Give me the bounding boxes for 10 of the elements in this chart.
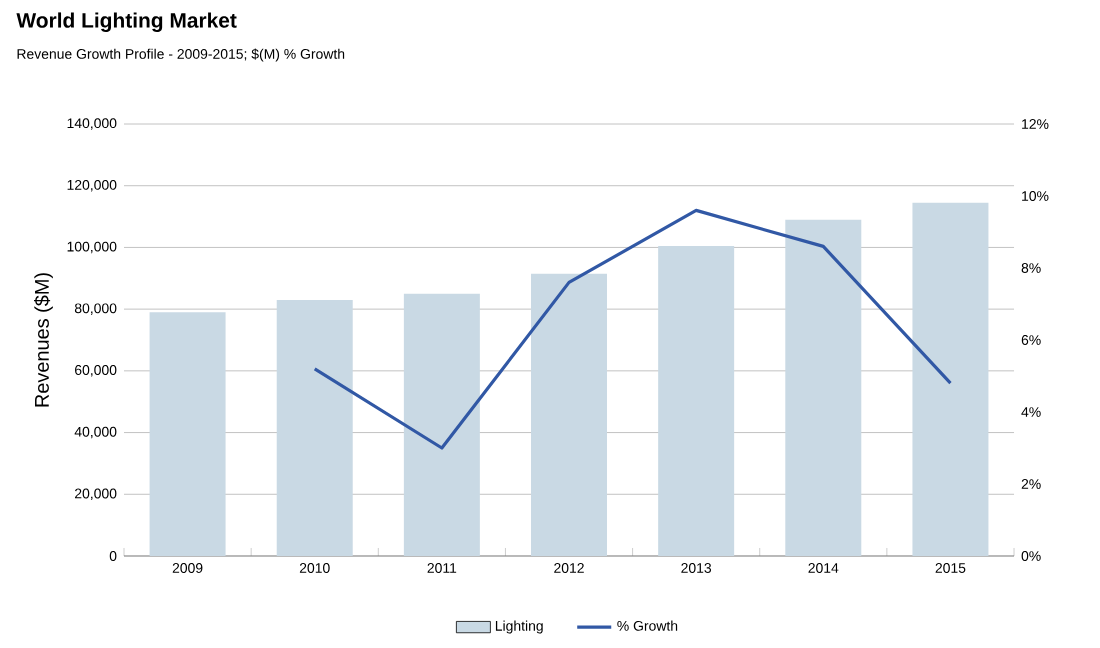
bar — [658, 245, 735, 556]
bar — [785, 219, 862, 556]
bar — [403, 293, 480, 556]
bar — [531, 273, 608, 556]
bar — [912, 202, 989, 556]
bar — [276, 299, 353, 556]
bar — [149, 312, 226, 556]
chart-title: World Lighting Market — [16, 12, 237, 32]
line-series — [313, 208, 953, 450]
y-axis-title: Revenues ($M) — [34, 273, 53, 407]
